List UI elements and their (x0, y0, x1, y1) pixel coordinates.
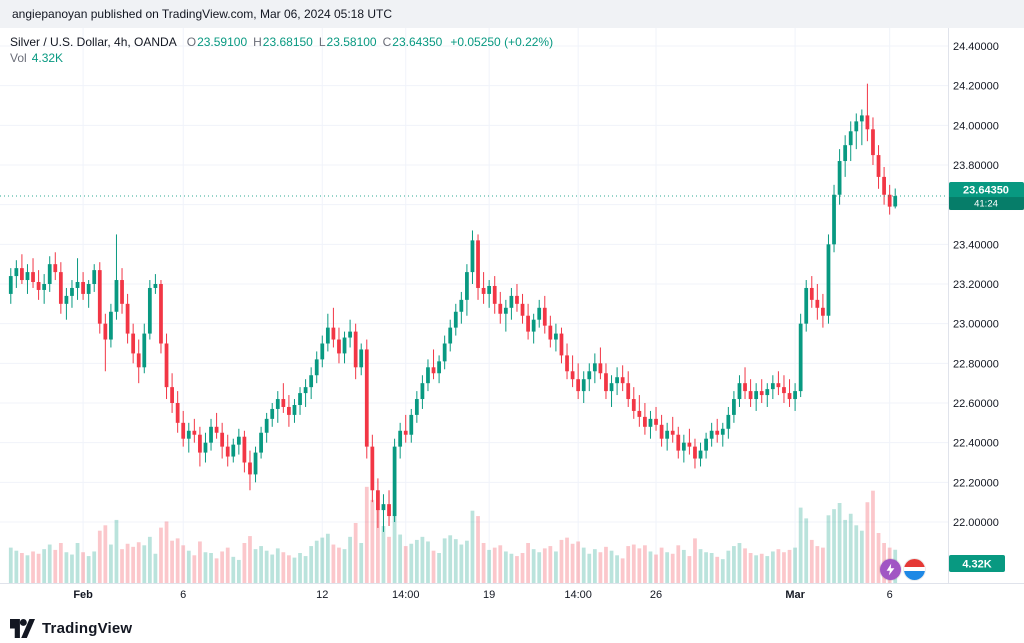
lightning-reaction-icon (880, 559, 901, 580)
low-label: L (318, 35, 326, 49)
close-label: C (382, 35, 392, 49)
ohlc-close: C 23.64350 (383, 34, 443, 50)
footer-bar: TradingView (0, 613, 1024, 643)
change-value: +0.05250 (+0.22%) (450, 35, 554, 49)
ohlc-low: L 23.58100 (319, 34, 377, 50)
price-scale-label: 24.20000 (953, 81, 999, 93)
legend-row-volume: Vol 4.32K (10, 50, 553, 66)
current-price-value: 23.64350 (963, 185, 1009, 197)
low-value: 23.58100 (326, 35, 377, 49)
time-scale-label: 26 (650, 589, 662, 601)
candles (0, 83, 948, 532)
price-scale-label: 24.40000 (953, 41, 999, 53)
legend-row-symbol: Silver / U.S. Dollar, 4h, OANDA O 23.5910… (10, 34, 553, 50)
time-scale-label: Feb (73, 589, 93, 601)
time-scale-label: 19 (483, 589, 495, 601)
price-scale-label: 22.00000 (953, 517, 999, 529)
volume-label: Vol (10, 51, 27, 65)
price-scale-label: 22.40000 (953, 438, 999, 450)
high-label: H (253, 35, 262, 49)
flag-reaction-icon (904, 559, 925, 580)
volume-badge (949, 555, 1005, 572)
time-scale-label: 14:00 (392, 589, 420, 601)
price-badges: 23.64350 41:24 4.32K (949, 182, 1024, 572)
price-scale-label: 22.60000 (953, 398, 999, 410)
ohlc-high: H 23.68150 (253, 34, 313, 50)
open-value: 23.59100 (197, 35, 248, 49)
volume-bars (8, 486, 898, 583)
price-scale-label: 22.80000 (953, 358, 999, 370)
attribution-bar: angiepanoyan published on TradingView.co… (0, 0, 1024, 28)
price-scale-label: 24.00000 (953, 120, 999, 132)
reaction-badges (880, 559, 925, 580)
volume-badge-value: 4.32K (962, 559, 991, 571)
tradingview-logo-mark (10, 618, 35, 638)
time-scale-label: 6 (887, 589, 893, 601)
price-scale-label: 23.40000 (953, 239, 999, 251)
attribution-text: angiepanoyan published on TradingView.co… (12, 7, 393, 21)
price-scale-label: 23.00000 (953, 319, 999, 331)
time-scale-label: 6 (180, 589, 186, 601)
volume-value: 4.32K (31, 51, 64, 65)
price-scale-label: 22.20000 (953, 477, 999, 489)
open-label: O (186, 35, 197, 49)
bar-countdown: 41:24 (974, 199, 998, 210)
candlestick-chart[interactable]: 24.4000024.2000024.0000023.8000023.60000… (0, 28, 1024, 613)
current-price-badge (949, 182, 1024, 211)
price-scale-label: 23.80000 (953, 160, 999, 172)
ohlc-open: O 23.59100 (187, 34, 247, 50)
high-value: 23.68150 (262, 35, 313, 49)
time-scale-label: 14:00 (564, 589, 592, 601)
symbol-title[interactable]: Silver / U.S. Dollar, 4h, OANDA (10, 35, 177, 49)
chart-legend: Silver / U.S. Dollar, 4h, OANDA O 23.5910… (10, 34, 553, 66)
axes[interactable]: 24.4000024.2000024.0000023.8000023.60000… (0, 28, 1024, 601)
chart-area: 24.4000024.2000024.0000023.8000023.60000… (0, 28, 1024, 613)
time-scale-label: Mar (785, 589, 805, 601)
time-scale-label: 12 (316, 589, 328, 601)
price-scale-label: 23.20000 (953, 279, 999, 291)
tradingview-wordmark: TradingView (42, 619, 133, 637)
close-value: 23.64350 (392, 35, 443, 49)
tradingview-logo[interactable]: TradingView (10, 618, 133, 638)
